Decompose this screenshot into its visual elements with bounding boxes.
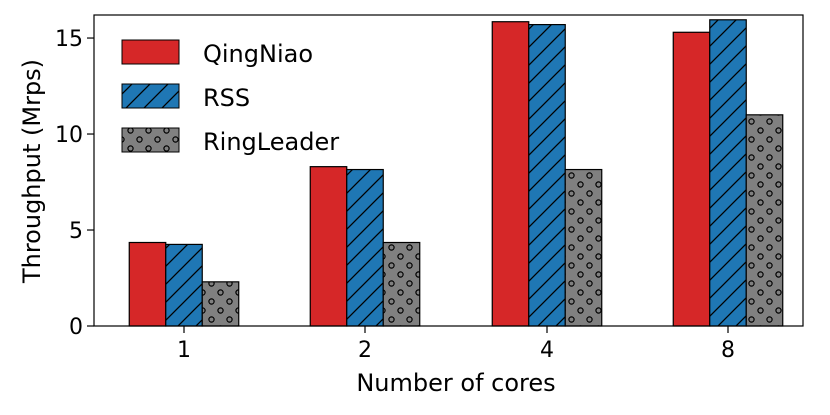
x-tick-label-2: 2 xyxy=(358,338,372,363)
y-tick-label-0: 0 xyxy=(69,315,83,340)
y-tick-label-10: 10 xyxy=(55,123,83,148)
legend-swatch-ringleader xyxy=(121,127,180,153)
bar-rss-4 xyxy=(528,23,566,327)
legend: QingNiao RSS RingLeader xyxy=(121,39,339,156)
legend-label-qingniao: QingNiao xyxy=(203,40,313,68)
y-axis-title: Throughput (Mrps) xyxy=(18,59,46,284)
plot-frame xyxy=(93,14,804,327)
bar-ringleader-2 xyxy=(382,241,421,327)
bar-qingniao-8 xyxy=(672,31,711,327)
legend-label-rss: RSS xyxy=(203,84,250,112)
bar-ringleader-8 xyxy=(745,114,784,327)
bar-rss-8 xyxy=(709,19,747,327)
legend-swatch-qingniao xyxy=(121,39,180,65)
x-tick-label-8: 8 xyxy=(721,338,735,363)
y-tick-label-15: 15 xyxy=(55,27,83,52)
bar-qingniao-2 xyxy=(309,166,348,327)
bar-rss-2 xyxy=(346,168,384,327)
x-tick-label-4: 4 xyxy=(540,338,554,363)
x-axis-title: Number of cores xyxy=(356,369,555,397)
legend-swatch-rss xyxy=(121,83,180,109)
bars-layer xyxy=(128,19,784,327)
axes-layer: 0 5 10 15 1 2 4 8 xyxy=(55,27,735,363)
bar-ringleader-4 xyxy=(564,168,603,327)
y-tick-label-5: 5 xyxy=(69,219,83,244)
legend-label-ringleader: RingLeader xyxy=(203,128,339,156)
bar-qingniao-4 xyxy=(491,21,530,327)
x-tick-label-1: 1 xyxy=(177,338,191,363)
bar-ringleader-1 xyxy=(201,281,240,327)
bar-rss-1 xyxy=(165,243,203,327)
bar-qingniao-1 xyxy=(128,241,167,327)
